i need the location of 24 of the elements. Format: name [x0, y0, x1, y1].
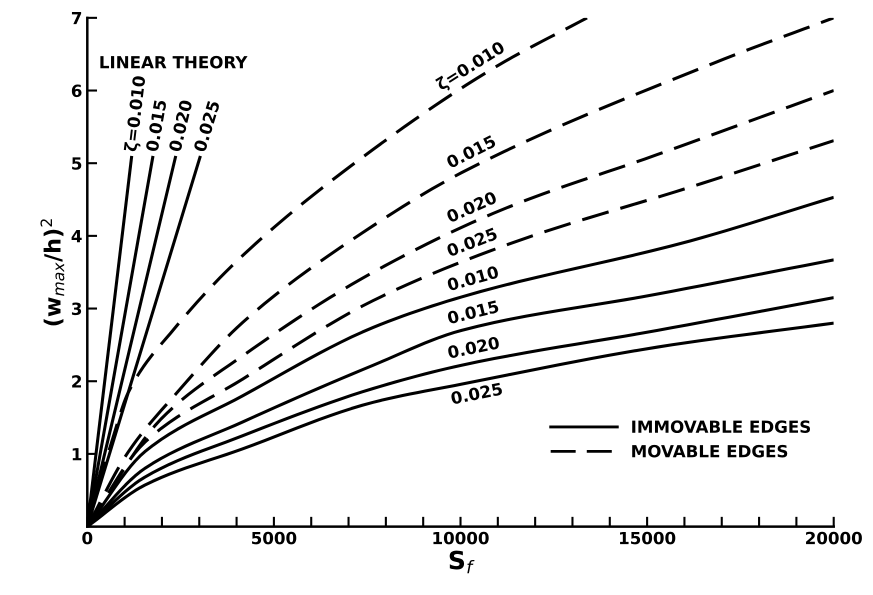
y-tick-label: 5 — [72, 157, 82, 170]
x-axis-title: S$_{f}$ — [450, 550, 474, 574]
x-tick-label: 0 — [82, 532, 92, 544]
text: 0.025 — [450, 382, 503, 405]
y-tick-label: 7 — [72, 12, 82, 24]
y-tick-label: 4 — [72, 230, 82, 242]
x-tick-label: 15000 — [620, 532, 676, 544]
annotation: LINEAR THEORY — [100, 56, 248, 68]
y-tick-label: 2 — [72, 375, 81, 388]
x-tick-label: 5000 — [252, 532, 296, 544]
y-tick-label: 1 — [72, 448, 82, 460]
text: 0.020 — [447, 336, 500, 359]
y-tick-label: 3 — [72, 302, 82, 316]
text: 0.015 — [446, 300, 500, 324]
annotation: IMMOVABLE EDGES — [632, 420, 810, 434]
text: 0.015 — [145, 100, 167, 152]
annotation: MOVABLE EDGES — [632, 444, 788, 458]
text: 0.020 — [168, 99, 193, 152]
x-tick-label: 10000 — [433, 532, 489, 544]
y-axis-title: (w$_{max}$/h)$^{2}$ — [40, 219, 64, 326]
text: 0.025 — [193, 100, 220, 152]
y-tick-label: 6 — [72, 84, 82, 98]
x-tick-label: 20000 — [806, 532, 862, 544]
text: 0.010 — [446, 265, 500, 292]
